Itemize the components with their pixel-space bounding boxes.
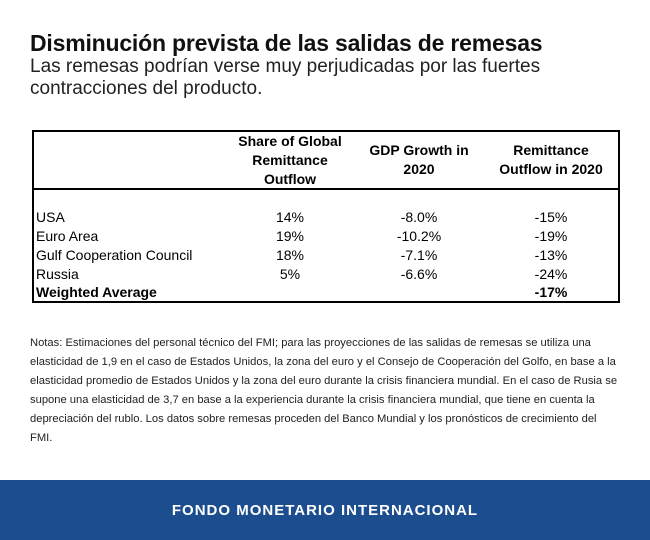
region-label: USA [36,209,65,225]
column-header-share: Share of Global Remittance Outflow [230,132,350,188]
remittance-outflow-value: -17% [534,284,568,300]
share-value: 14% [275,209,305,225]
header-line: Remittance [252,151,328,168]
column-header-remittance-outflow: Remittance Outflow in 2020 [486,132,616,188]
region-label: Gulf Cooperation Council [36,247,193,263]
header-line: Outflow [263,170,317,187]
remittance-outflow-value: -15% [534,209,568,225]
header-divider [34,188,618,190]
page-title: Disminución prevista de las salidas de r… [30,30,543,56]
gdp-growth-value: -10.2% [396,228,442,244]
page-subtitle: Las remesas podrían verse muy perjudicad… [30,56,541,99]
header-line: Outflow in 2020 [499,161,603,177]
gdp-growth-value: -8.0% [400,209,438,225]
footer-label: FONDO MONETARIO INTERNACIONAL [171,501,479,519]
region-label: Weighted Average [36,284,157,300]
header-line: Share of Global [238,132,342,149]
remittance-outflow-value: -19% [534,228,568,244]
header-line: 2020 [403,161,435,177]
footer-bar: FONDO MONETARIO INTERNACIONAL [0,480,650,540]
notes-text: Notas: Estimaciones del personal técnico… [30,337,618,444]
region-label: Russia [36,266,79,282]
header-line: GDP Growth in [369,142,469,158]
remittance-outflow-value: -24% [534,266,568,282]
header-line: Remittance [513,142,589,158]
share-value: 18% [275,247,305,263]
share-value: 5% [279,266,301,282]
column-header-gdp-growth: GDP Growth in 2020 [354,132,484,188]
share-value: 19% [275,228,305,244]
gdp-growth-value: -6.6% [400,266,438,282]
remittance-outflow-value: -13% [534,247,568,263]
gdp-growth-value: -7.1% [400,247,438,263]
remittance-table: Share of Global Remittance Outflow GDP G… [32,130,620,303]
region-label: Euro Area [36,228,99,244]
